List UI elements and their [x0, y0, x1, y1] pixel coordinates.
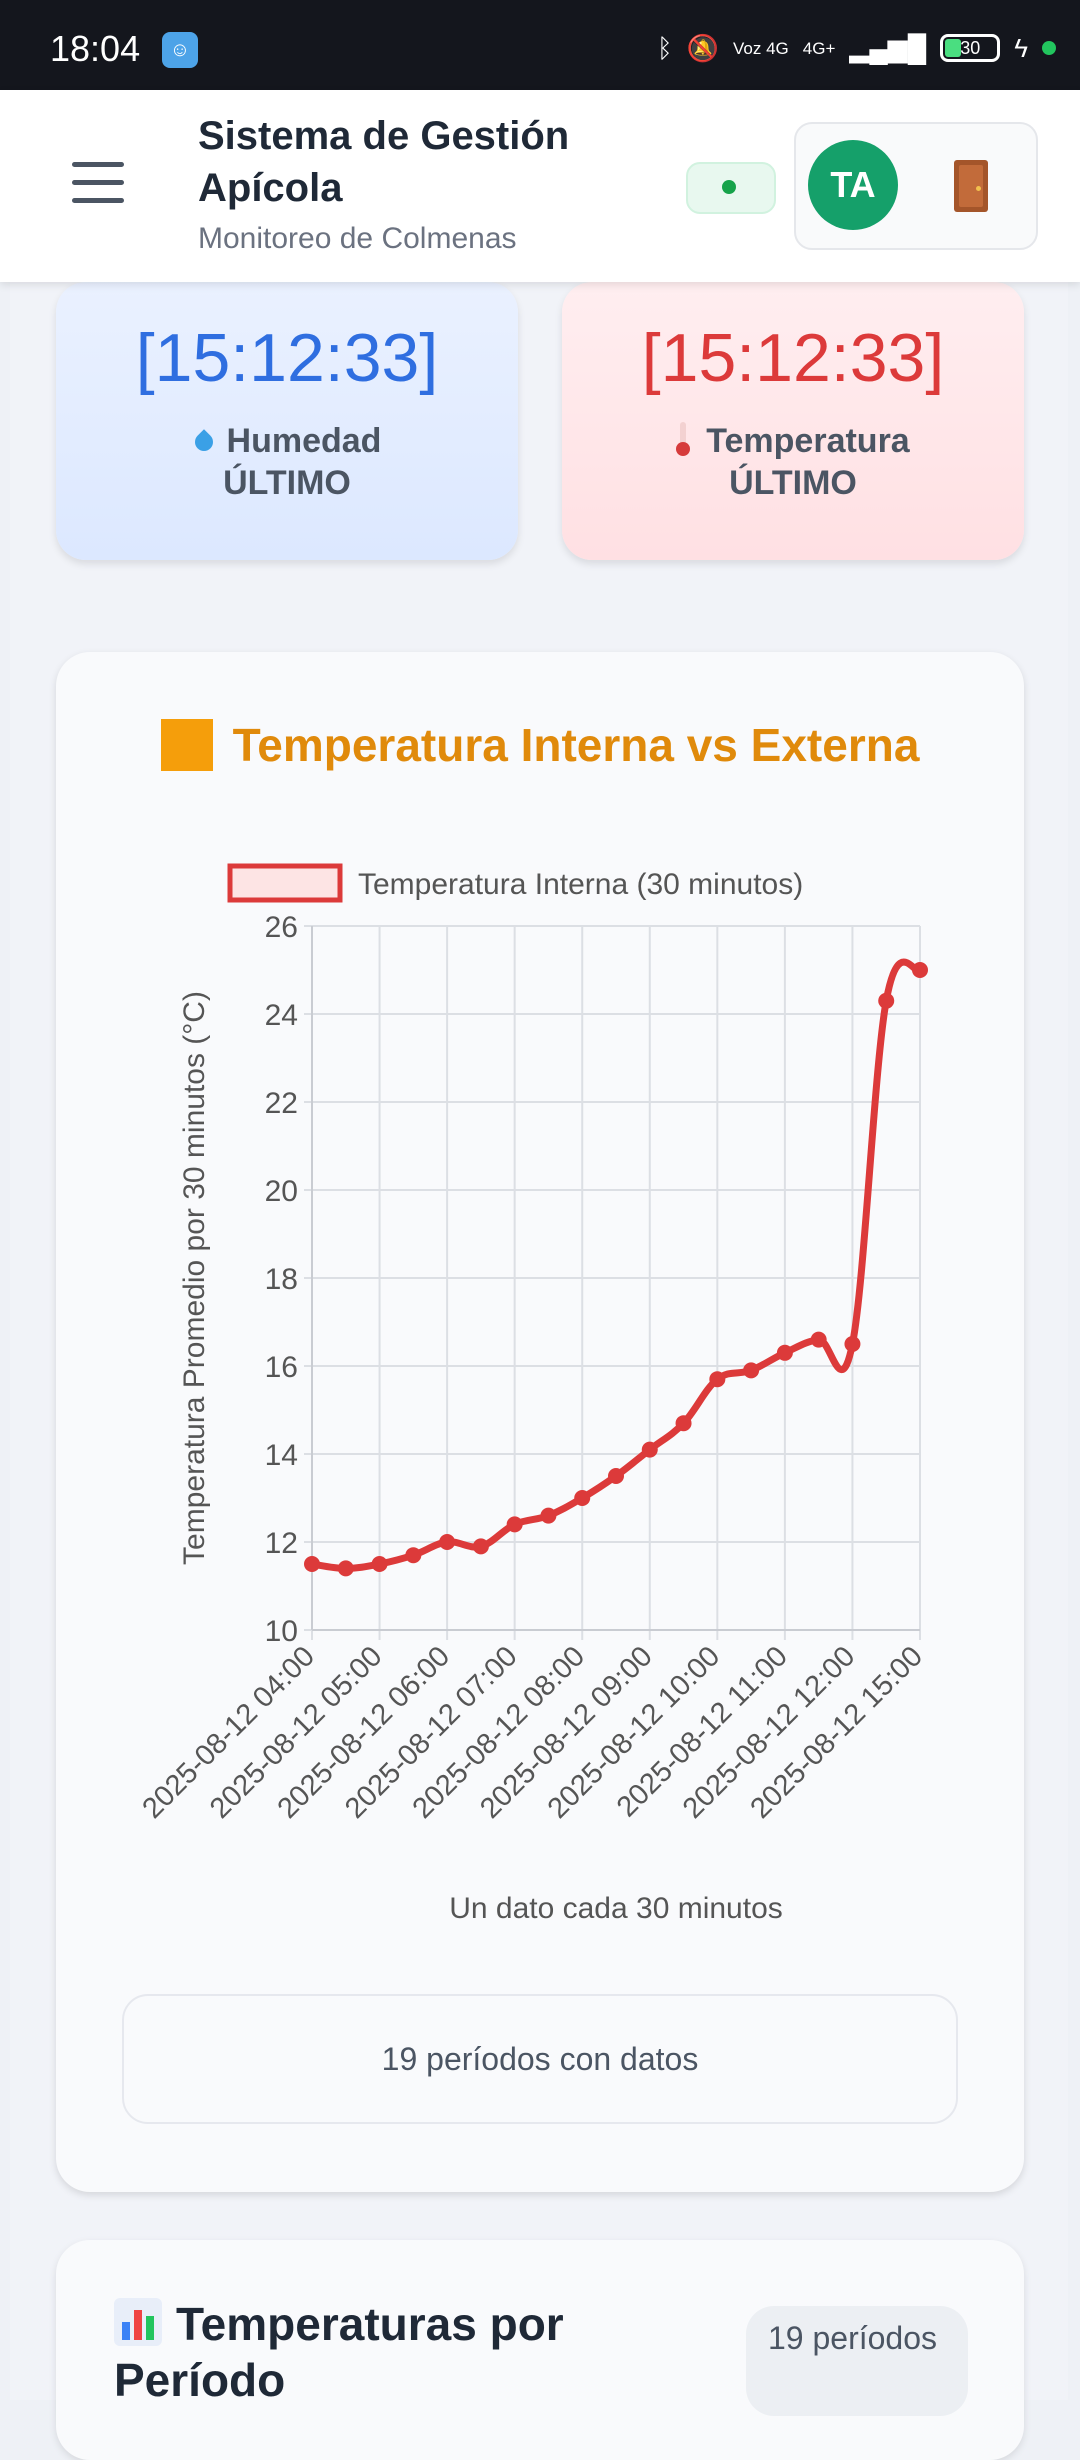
data-point: [304, 1556, 320, 1572]
y-tick-label: 12: [265, 1527, 298, 1560]
app-subtitle: Monitoreo de Colmenas: [198, 222, 517, 255]
periods-summary: 19 períodos con datos: [122, 1994, 958, 2124]
data-point: [472, 1538, 489, 1555]
status-dot-icon: [722, 180, 736, 194]
user-menu: TA: [794, 122, 1038, 250]
humidity-label-text: Humedad: [226, 422, 382, 460]
data-point: [776, 1344, 793, 1361]
chart-card-heading: Temperatura Interna vs Externa: [56, 718, 1024, 772]
data-point: [743, 1362, 760, 1379]
chart-card-heading-text: Temperatura Interna vs Externa: [232, 719, 920, 771]
x-axis-title: Un dato cada 30 minutos: [449, 1892, 783, 1925]
data-point: [912, 962, 928, 978]
data-point: [506, 1516, 523, 1533]
data-point: [439, 1534, 456, 1550]
data-point: [878, 992, 895, 1009]
data-point: [641, 1441, 658, 1458]
data-point: [337, 1560, 354, 1577]
data-point: [574, 1490, 591, 1506]
periods-count-badge: 19 períodos: [746, 2306, 968, 2416]
humidity-sublabel: ÚLTIMO: [223, 464, 351, 502]
status-icons: ᛒ 🔕 Voz 4G 4G+ ▂▄▆█ 30 ϟ: [657, 28, 1056, 68]
humidity-timestamp: [15:12:33]: [135, 320, 439, 396]
status-bar: 18:04 ☺ ᛒ 🔕 Voz 4G 4G+ ▂▄▆█ 30 ϟ: [0, 0, 1080, 90]
y-tick-label: 16: [265, 1351, 298, 1384]
temperature-label: Temperatura ÚLTIMO: [562, 420, 1024, 504]
mute-icon: 🔕: [686, 32, 720, 63]
humidity-card: [15:12:33] Humedad ÚLTIMO: [56, 282, 518, 560]
data-point: [844, 1336, 861, 1352]
y-tick-label: 22: [265, 1087, 298, 1120]
status-time: 18:04: [50, 28, 141, 69]
y-tick-label: 18: [265, 1263, 298, 1296]
app-notification-icon: ☺: [162, 32, 198, 68]
data-point: [405, 1547, 422, 1564]
data-point: [709, 1371, 726, 1388]
data-point: [608, 1468, 624, 1484]
data-point: [540, 1507, 557, 1524]
y-tick-label: 14: [265, 1439, 298, 1472]
app-title: Sistema de Gestión Apícola: [198, 114, 570, 210]
y-tick-label: 10: [265, 1615, 298, 1648]
y-tick-label: 26: [265, 911, 298, 944]
y-axis-title: Temperatura Promedio por 30 minutos (°C): [178, 991, 211, 1565]
active-indicator-icon: [1042, 41, 1056, 55]
periods-card-title-text: Temperaturas por Período: [114, 2298, 564, 2406]
humidity-label: Humedad ÚLTIMO: [56, 420, 518, 504]
battery-level: 30: [960, 38, 981, 58]
orange-square-icon: [160, 719, 213, 771]
temperature-timestamp: [15:12:33]: [641, 320, 945, 396]
battery-icon: 30: [940, 34, 1001, 62]
avatar[interactable]: TA: [808, 140, 898, 230]
legend-swatch: [227, 863, 343, 903]
app-header: Sistema de Gestión Apícola Monitoreo de …: [0, 90, 1080, 282]
droplet-icon: [193, 425, 215, 455]
menu-icon[interactable]: [72, 162, 124, 204]
data-point: [371, 1556, 388, 1572]
logout-door-icon[interactable]: [954, 160, 988, 212]
bluetooth-icon: ᛒ: [657, 32, 673, 63]
bar-chart-icon: [114, 2298, 162, 2346]
periods-card: Temperaturas por Período 19 períodos: [56, 2240, 1024, 2460]
y-tick-label: 24: [265, 999, 298, 1032]
network-label-volte: Voz 4G: [733, 38, 789, 58]
data-point: [675, 1415, 692, 1432]
connection-status-badge: [686, 162, 776, 214]
temperature-label-text: Temperatura: [706, 422, 910, 460]
network-label-4g: 4G+: [802, 38, 836, 58]
temperature-sublabel: ÚLTIMO: [729, 464, 857, 502]
thermometer-icon: [676, 422, 691, 456]
charging-icon: ϟ: [1014, 32, 1028, 63]
temperature-chart-card: Temperatura Interna vs Externa 10 12 14 16 1…: [56, 652, 1024, 2192]
temperature-card: [15:12:33] Temperatura ÚLTIMO: [562, 282, 1024, 560]
periods-card-title: Temperaturas por Período: [114, 2296, 674, 2408]
legend-label: Temperatura Interna (30 minutos): [358, 868, 803, 901]
signal-icon: ▂▄▆█: [849, 32, 927, 63]
y-tick-label: 20: [265, 1175, 298, 1208]
data-point: [810, 1331, 827, 1348]
